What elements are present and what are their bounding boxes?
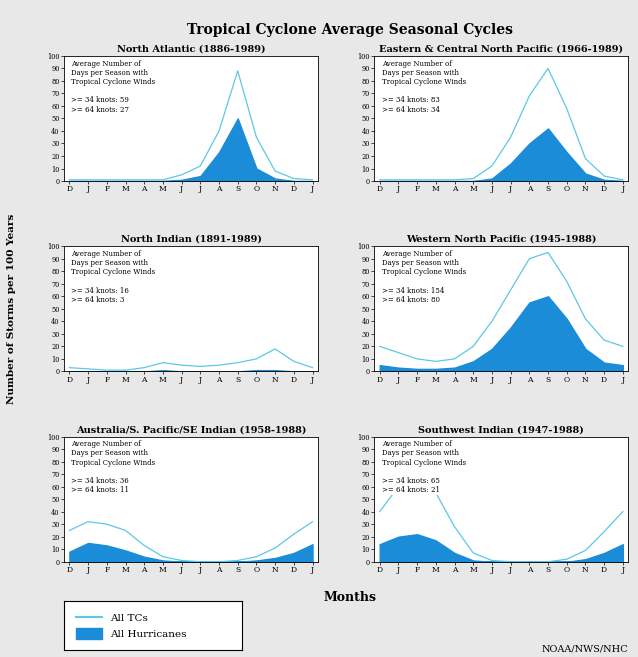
Legend: All TCs, All Hurricanes: All TCs, All Hurricanes bbox=[73, 609, 189, 643]
Text: Average Number of
Days per Season with
Tropical Cyclone Winds

>= 34 knots: 83
>: Average Number of Days per Season with T… bbox=[382, 60, 466, 114]
Title: Southwest Indian (1947-1988): Southwest Indian (1947-1988) bbox=[419, 425, 584, 434]
Title: North Indian (1891-1989): North Indian (1891-1989) bbox=[121, 235, 262, 244]
Title: Australia/S. Pacific/SE Indian (1958-1988): Australia/S. Pacific/SE Indian (1958-198… bbox=[76, 425, 306, 434]
Title: North Atlantic (1886-1989): North Atlantic (1886-1989) bbox=[117, 45, 265, 54]
Text: Average Number of
Days per Season with
Tropical Cyclone Winds

>= 34 knots: 65
>: Average Number of Days per Season with T… bbox=[382, 440, 466, 494]
Title: Eastern & Central North Pacific (1966-1989): Eastern & Central North Pacific (1966-19… bbox=[379, 45, 623, 54]
Text: Months: Months bbox=[323, 591, 376, 604]
Text: Tropical Cyclone Average Seasonal Cycles: Tropical Cyclone Average Seasonal Cycles bbox=[187, 23, 512, 37]
Title: Western North Pacific (1945-1988): Western North Pacific (1945-1988) bbox=[406, 235, 597, 244]
Text: Average Number of
Days per Season with
Tropical Cyclone Winds

>= 34 knots: 16
>: Average Number of Days per Season with T… bbox=[71, 250, 156, 304]
Text: Average Number of
Days per Season with
Tropical Cyclone Winds

>= 34 knots: 36
>: Average Number of Days per Season with T… bbox=[71, 440, 156, 494]
Text: NOAA/NWS/NHC: NOAA/NWS/NHC bbox=[542, 645, 628, 654]
Text: Number of Storms per 100 Years: Number of Storms per 100 Years bbox=[7, 214, 16, 404]
Text: Average Number of
Days per Season with
Tropical Cyclone Winds

>= 34 knots: 154
: Average Number of Days per Season with T… bbox=[382, 250, 466, 304]
Text: Average Number of
Days per Season with
Tropical Cyclone Winds

>= 34 knots: 59
>: Average Number of Days per Season with T… bbox=[71, 60, 156, 114]
